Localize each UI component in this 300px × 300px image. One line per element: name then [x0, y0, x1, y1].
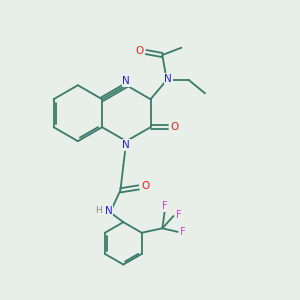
Text: N: N — [164, 74, 172, 84]
Text: N: N — [122, 76, 130, 86]
Text: O: O — [141, 181, 149, 191]
Text: H: H — [96, 206, 102, 215]
Text: N: N — [105, 206, 112, 216]
Text: O: O — [136, 46, 144, 56]
Text: F: F — [163, 201, 168, 211]
Text: F: F — [180, 227, 186, 237]
Text: F: F — [176, 210, 182, 220]
Text: N: N — [122, 140, 130, 150]
Text: O: O — [171, 122, 179, 132]
